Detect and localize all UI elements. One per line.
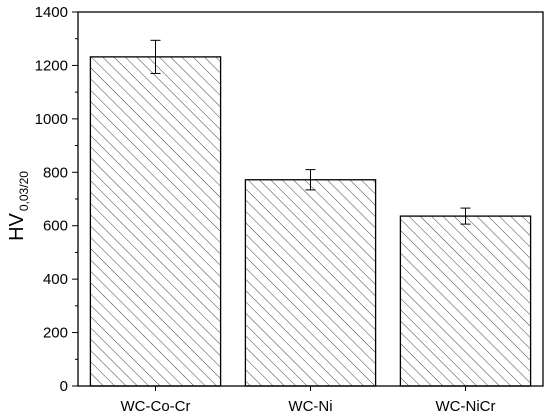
bar [89,56,222,387]
y-tick-label: 600 [43,218,68,235]
bar [244,179,377,387]
y-tick-label: 1200 [35,57,68,74]
x-tick-label: WC-Ni [288,398,332,415]
plot-frame [77,11,544,387]
plot-area: WC-Co-Cr WC-Ni WC-NiCr 0 200 400 600 800 1000 120… [35,4,544,415]
y-tick-label: 0 [60,378,68,395]
y-tick-label: 1400 [35,4,68,21]
y-axis-title-main: HV [6,212,28,240]
y-tick-label: 1000 [35,111,68,128]
x-tick-label: WC-Co-Cr [121,398,191,415]
x-tick-label: WC-NiCr [436,398,496,415]
bar [399,215,532,387]
y-tick-label: 800 [43,164,68,181]
y-axis-title: HV0,03/20 [6,171,31,241]
y-tick-label: 400 [43,271,68,288]
y-tick-label: 200 [43,325,68,342]
y-axis-title-subscript: 0,03/20 [17,171,31,211]
